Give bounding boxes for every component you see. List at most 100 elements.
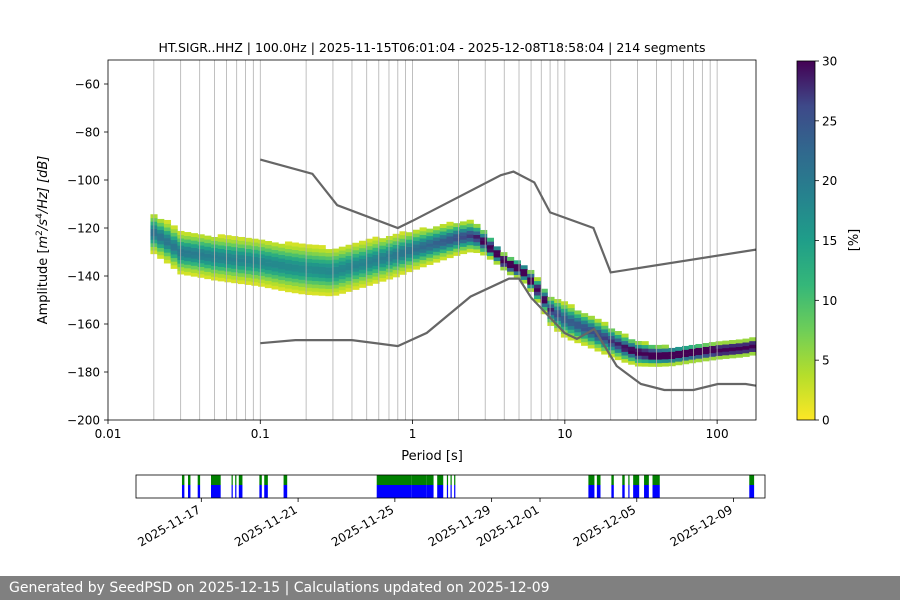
psd-cell <box>298 268 306 273</box>
psd-cell <box>285 263 293 267</box>
psd-cell <box>345 255 353 260</box>
psd-cell <box>311 287 320 292</box>
psd-cell <box>614 352 622 357</box>
psd-cell <box>285 270 293 275</box>
coverage-used <box>611 485 614 498</box>
psd-cell <box>661 344 669 349</box>
psd-cell <box>325 274 333 279</box>
psd-cell <box>587 322 595 327</box>
psd-cell <box>587 330 595 335</box>
psd-cell <box>439 245 447 250</box>
psd-cell <box>392 251 400 256</box>
psd-cell <box>567 329 575 334</box>
psd-cell <box>184 239 192 244</box>
psd-cell <box>406 257 414 262</box>
psd-cell <box>480 251 488 256</box>
psd-cell <box>163 223 172 228</box>
psd-cell <box>655 359 663 364</box>
psd-cell <box>372 276 380 281</box>
psd-cell <box>305 251 313 256</box>
psd-cell <box>749 348 756 352</box>
coverage-available <box>181 475 185 485</box>
psd-cell <box>365 245 373 250</box>
psd-cell <box>244 237 252 242</box>
psd-cell <box>439 252 447 257</box>
psd-cell <box>641 351 649 356</box>
psd-cell <box>406 235 414 240</box>
psd-cell <box>325 256 333 261</box>
psd-cell <box>359 273 367 278</box>
psd-cell <box>688 344 696 349</box>
psd-cell <box>385 235 394 240</box>
psd-cell <box>204 260 212 265</box>
psd-cell <box>251 281 259 286</box>
psd-cell <box>359 255 367 260</box>
psd-cell <box>567 318 575 323</box>
coverage-used <box>188 485 191 498</box>
psd-cell <box>426 243 434 247</box>
psd-cell <box>433 258 441 263</box>
psd-cell <box>399 245 407 250</box>
psd-cell <box>345 277 353 282</box>
psd-cell <box>251 256 259 261</box>
psd-cell <box>184 264 192 269</box>
timeline-date-ticks: 2025-11-17 2025-11-21 2025-11-25 2025-11-29… <box>135 498 735 549</box>
psd-cell <box>264 284 272 289</box>
plot-frame <box>107 59 757 421</box>
psd-cell <box>486 252 494 257</box>
psd-cell <box>439 249 447 254</box>
psd-cell <box>480 229 488 234</box>
psd-cell <box>708 349 717 354</box>
psd-cell <box>237 272 246 277</box>
psd-cell <box>298 286 306 291</box>
psd-cell <box>352 242 360 247</box>
psd-cell <box>251 245 259 250</box>
psd-cell <box>157 222 165 227</box>
psd-cell <box>419 234 427 239</box>
psd-cell <box>560 315 569 320</box>
psd-cell <box>379 252 387 257</box>
psd-cell <box>231 243 239 248</box>
coverage-available <box>210 475 221 485</box>
psd-cell <box>480 244 488 249</box>
psd-cell <box>170 246 178 251</box>
psd-cell <box>372 279 380 284</box>
psd-cell <box>581 323 589 328</box>
psd-cell <box>291 278 299 283</box>
psd-cell <box>231 261 239 266</box>
psd-cell <box>372 265 380 270</box>
psd-cell <box>459 232 468 237</box>
psd-cell <box>695 351 703 356</box>
psd-cell <box>231 264 239 269</box>
psd-cell <box>446 254 454 259</box>
psd-cell <box>681 345 690 350</box>
colorbar-label: [%] <box>847 229 862 252</box>
psd-cell <box>204 268 212 272</box>
psd-cell <box>641 348 649 353</box>
psd-cell <box>224 235 232 240</box>
psd-cell <box>722 351 730 356</box>
psd-cell <box>412 247 420 252</box>
psd-cell <box>271 246 279 250</box>
psd-cell <box>399 238 407 243</box>
coverage-used <box>197 485 201 498</box>
psd-cell <box>291 282 299 287</box>
psd-cell <box>244 263 252 267</box>
psd-cell <box>513 263 521 268</box>
psd-cell <box>291 274 299 279</box>
psd-cell <box>433 226 441 231</box>
psd-cell <box>661 348 669 353</box>
psd-cell <box>271 249 279 254</box>
psd-cell <box>439 227 447 232</box>
psd-cell <box>251 249 259 254</box>
psd-cell <box>318 277 326 282</box>
psd-cell <box>305 265 313 270</box>
psd-cell <box>493 253 501 258</box>
psd-cell <box>318 281 326 285</box>
psd-cell <box>533 287 542 292</box>
psd-cell <box>493 257 501 262</box>
psd-cell <box>338 275 346 280</box>
psd-cell <box>520 276 528 280</box>
psd-cell <box>325 285 333 289</box>
psd-cell <box>648 355 656 360</box>
